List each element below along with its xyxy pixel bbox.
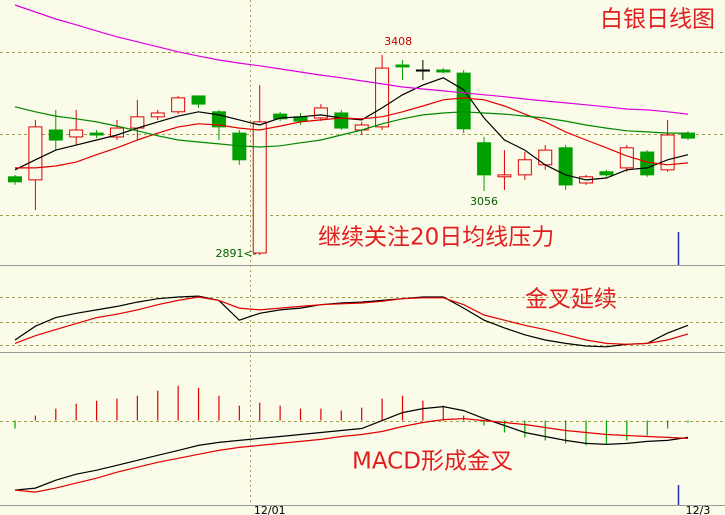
candle-body — [558, 147, 573, 186]
candle-body — [640, 151, 655, 176]
candle-body — [599, 171, 614, 176]
candle-body — [273, 113, 288, 120]
candle-body — [415, 69, 430, 72]
line-series — [14, 405, 689, 491]
candle-body — [538, 149, 553, 166]
candle-body — [375, 67, 390, 128]
low-label: 2891<- — [216, 247, 257, 260]
annotation: MACD形成金叉 — [352, 449, 513, 475]
line-series — [14, 4, 689, 115]
x-tick-label: 12/01 — [254, 504, 286, 515]
candle-body — [681, 132, 695, 139]
candle-body — [436, 69, 451, 73]
candle-body — [48, 129, 63, 141]
line-series — [15, 97, 689, 169]
high-label: 3408 — [384, 35, 412, 48]
candle-body — [69, 129, 84, 138]
chart-title: 白银日线图 — [600, 7, 715, 33]
candle-body — [150, 112, 165, 118]
candle-body — [171, 97, 186, 113]
candle-body — [477, 142, 492, 176]
candle-body — [8, 176, 22, 183]
candle-body — [89, 132, 104, 136]
line-series — [14, 106, 688, 148]
candle-body — [191, 95, 206, 105]
x-tick-label: 12/3 — [686, 504, 711, 515]
annotation: 继续关注20日均线压力 — [318, 225, 554, 251]
line-series — [14, 417, 689, 493]
candle-body — [313, 107, 328, 119]
candle-body — [334, 112, 349, 129]
candle-body — [252, 121, 267, 254]
candle-body — [456, 72, 471, 130]
candle-body — [497, 174, 512, 178]
low-label: 3056 — [470, 195, 498, 208]
candle-body — [395, 64, 410, 68]
candle-body — [28, 126, 43, 181]
line-series — [14, 295, 689, 348]
line-series — [14, 296, 689, 345]
candle-body — [517, 159, 532, 176]
annotation: 金叉延续 — [525, 287, 617, 313]
